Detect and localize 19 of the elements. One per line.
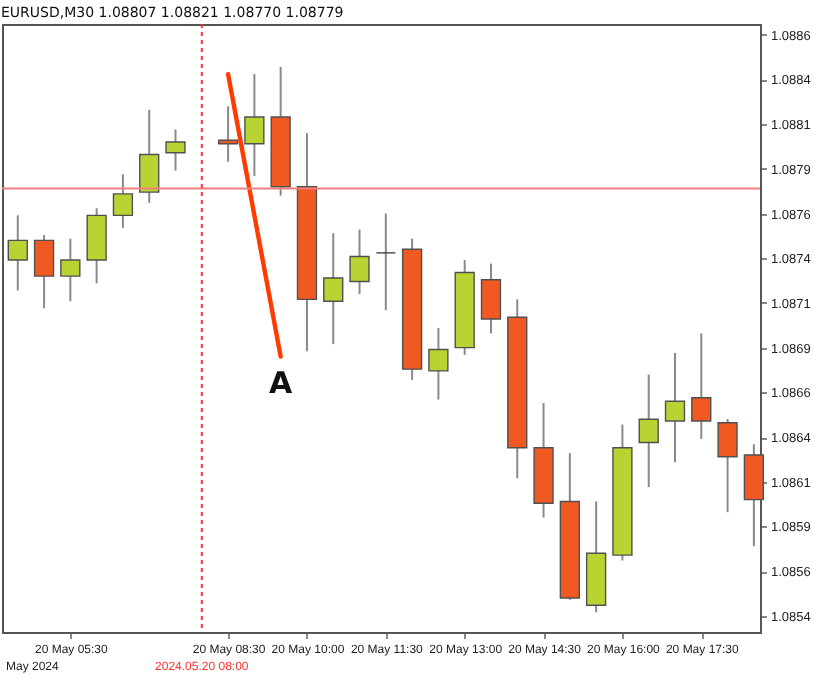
candlestick (349, 228, 370, 296)
candlestick (60, 237, 81, 303)
candlestick (86, 207, 107, 285)
candlestick (664, 352, 686, 464)
candlestick (375, 212, 396, 312)
candlestick (217, 105, 239, 163)
candlestick (139, 108, 160, 204)
candlestick (638, 373, 659, 489)
candlestick (165, 128, 186, 172)
candlestick (717, 418, 738, 514)
candlestick (691, 332, 712, 440)
candlestick (33, 234, 55, 310)
candlestick (323, 232, 344, 346)
candlestick (7, 214, 28, 292)
candlestick (112, 173, 134, 229)
annotation: A (269, 364, 294, 401)
candlestick (480, 262, 502, 335)
candlestick (428, 327, 449, 401)
candlestick (244, 73, 265, 177)
